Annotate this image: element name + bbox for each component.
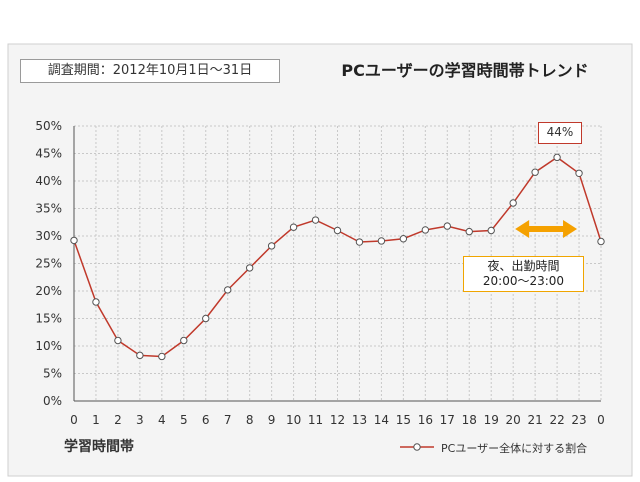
x-tick-label: 0	[597, 413, 605, 427]
series-line-group	[70, 153, 605, 361]
data-point	[289, 223, 298, 231]
data-point	[158, 352, 166, 361]
data-point	[92, 298, 100, 306]
x-tick-label: 17	[440, 413, 455, 427]
x-tick-label: 10	[286, 413, 301, 427]
x-tick-label: 16	[418, 413, 433, 427]
x-tick-label: 6	[202, 413, 210, 427]
x-tick-label: 13	[352, 413, 367, 427]
x-tick-label: 3	[136, 413, 144, 427]
x-tick-label: 0	[70, 413, 78, 427]
data-point	[333, 226, 342, 235]
data-point	[267, 242, 276, 250]
data-point	[136, 351, 144, 360]
y-tick-label: 45%	[35, 147, 62, 161]
data-point	[224, 286, 232, 294]
peak-value-callout: 44%	[538, 122, 582, 144]
y-tick-label: 15%	[35, 312, 62, 326]
data-point	[553, 153, 561, 162]
evening-time-callout: 夜、出勤時間 20:00〜23:00	[463, 256, 584, 292]
legend-marker	[400, 443, 434, 451]
y-tick-label: 5%	[43, 367, 62, 381]
y-tick-label: 35%	[35, 202, 62, 216]
survey-period-label: 調査期間：2012年10月1日〜31日	[20, 59, 280, 83]
data-point	[575, 169, 583, 178]
data-point	[421, 226, 430, 234]
chart-title: PCユーザーの学習時間帯トレンド	[341, 61, 589, 80]
x-tick-label: 7	[224, 413, 232, 427]
data-point	[114, 336, 122, 345]
legend-label: PCユーザー全体に対する割合	[441, 442, 588, 455]
tick-labels: 0%5%10%15%20%25%30%35%40%45%50%0 1 2 3 4 5 6 7 8…	[35, 119, 604, 427]
data-point	[70, 236, 78, 245]
x-tick-label: 14	[374, 413, 389, 427]
data-point	[180, 336, 188, 345]
x-tick-label: 2	[114, 413, 122, 427]
y-tick-label: 10%	[35, 339, 62, 353]
x-tick-label: 21	[527, 413, 542, 427]
data-point	[355, 238, 364, 246]
x-tick-label: 18	[462, 413, 477, 427]
y-tick-label: 0%	[43, 394, 62, 408]
data-point	[487, 226, 495, 235]
x-tick-label: 22	[549, 413, 564, 427]
data-point	[377, 237, 386, 245]
x-tick-label: 1	[92, 413, 100, 427]
data-point	[597, 237, 605, 246]
callout-line-2: 20:00〜23:00	[482, 274, 565, 288]
x-tick-label: 20	[506, 413, 521, 427]
x-tick-label: 5	[180, 413, 188, 427]
data-point	[465, 227, 473, 236]
x-tick-label: 4	[158, 413, 166, 427]
data-point	[399, 235, 408, 243]
legend-marker-point	[413, 443, 421, 451]
annotation-arrow-head-right	[563, 220, 578, 238]
data-point	[531, 168, 539, 176]
x-tick-label: 12	[330, 413, 345, 427]
x-tick-label: 9	[268, 413, 276, 427]
x-axis-label: 学習時間帯	[64, 439, 134, 455]
data-point	[245, 264, 254, 272]
x-tick-label: 11	[308, 413, 323, 427]
annotation-arrow	[515, 220, 578, 238]
annotation-arrow-head-left	[515, 220, 530, 238]
y-tick-label: 25%	[35, 257, 62, 271]
x-tick-label: 8	[246, 413, 254, 427]
data-point	[443, 222, 451, 230]
data-point	[509, 199, 517, 207]
data-point	[202, 314, 210, 323]
callout-line-1: 夜、出勤時間	[487, 259, 560, 273]
y-tick-label: 50%	[35, 119, 62, 133]
x-tick-label: 23	[571, 413, 586, 427]
x-tick-label: 15	[396, 413, 411, 427]
data-point	[311, 216, 320, 224]
y-tick-label: 40%	[35, 174, 62, 188]
x-tick-label: 19	[484, 413, 499, 427]
y-tick-label: 20%	[35, 284, 62, 298]
y-tick-label: 30%	[35, 229, 62, 243]
